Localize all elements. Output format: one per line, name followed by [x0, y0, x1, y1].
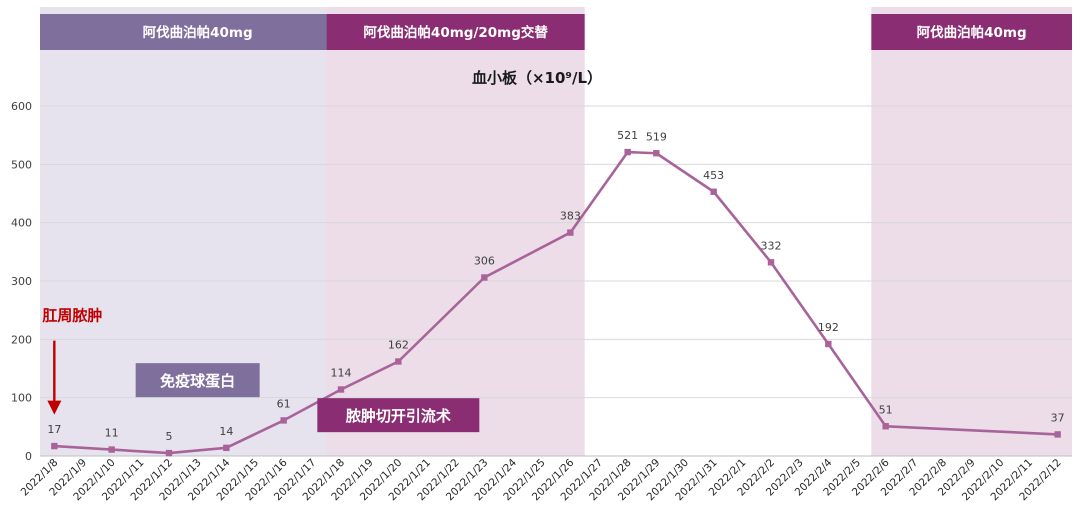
treatment-band-backgrounds [40, 7, 1072, 456]
data-point [710, 188, 717, 195]
annotation-box-3 [317, 398, 480, 433]
data-label: 17 [47, 423, 61, 436]
data-point [624, 148, 631, 156]
y-tick-label: 500 [11, 158, 32, 171]
y-gridlines [40, 105, 1072, 399]
platelet-series [51, 148, 1061, 457]
y-tick-label: 100 [11, 392, 32, 405]
x-axis-ticks: 2022/1/82022/1/92022/1/102022/1/112022/1… [19, 456, 1064, 503]
data-label: 162 [388, 339, 409, 352]
data-point [337, 386, 345, 393]
data-label: 383 [560, 210, 581, 223]
data-point [280, 417, 287, 424]
treatment-band-header-1 [40, 14, 356, 50]
treatment-band-label-2: 阿伐曲泊帕40mg/20mg交替 [363, 24, 548, 41]
treatment-band-header-2 [326, 14, 585, 50]
data-label: 114 [331, 367, 352, 380]
annotation-box-2 [135, 363, 260, 398]
treatment-band-headers: 阿伐曲泊帕40mg 阿伐曲泊帕40mg/20mg交替 阿伐曲泊帕40mg [40, 14, 1072, 50]
data-point [825, 340, 832, 348]
data-label: 332 [761, 239, 782, 252]
data-point [223, 444, 230, 452]
data-label: 453 [703, 169, 724, 182]
data-label: 51 [879, 403, 893, 416]
data-point [165, 449, 173, 457]
y-tick-label: 400 [11, 217, 32, 230]
data-labels: 17 11 5 14 61 114 162 306 383 521 519 453 332 192 51 37 [47, 129, 1064, 443]
data-label: 306 [474, 255, 495, 268]
annotation-label-2: 免疫球蛋白 [160, 372, 235, 390]
data-point [567, 229, 574, 236]
treatment-band-3 [871, 7, 1072, 456]
data-label: 61 [277, 397, 291, 410]
data-label: 192 [818, 321, 839, 334]
treatment-band-2 [326, 7, 585, 456]
data-point [653, 150, 660, 157]
series-line [54, 150, 1058, 455]
annotation-label-1: 肛周脓肿 [42, 307, 102, 325]
data-point [51, 442, 58, 450]
data-point [1054, 431, 1061, 438]
data-label: 11 [105, 427, 119, 440]
treatment-band-header-3 [871, 14, 1072, 50]
y-tick-label: 200 [11, 333, 32, 346]
y-tick-label: 600 [11, 100, 32, 113]
data-label: 519 [646, 130, 667, 143]
data-point [767, 259, 775, 266]
y-axis-ticks: 0 100 200 300 400 500 600 [11, 100, 32, 463]
chart-title: 血小板（×10⁹/L） [472, 69, 602, 87]
data-label: 5 [166, 430, 173, 443]
treatment-band-label-1: 阿伐曲泊帕40mg [143, 24, 253, 41]
data-point [108, 446, 115, 453]
data-label: 14 [219, 425, 233, 438]
data-point [395, 358, 402, 365]
y-tick-label: 0 [25, 450, 32, 463]
annotation-label-3: 脓肿切开引流术 [345, 407, 451, 425]
treatment-band-label-3: 阿伐曲泊帕40mg [917, 24, 1027, 41]
data-label: 37 [1051, 411, 1065, 424]
data-point [481, 274, 488, 281]
data-point [882, 423, 889, 430]
annotation-arrow-head [47, 400, 62, 415]
y-tick-label: 300 [11, 275, 32, 288]
data-label: 521 [617, 129, 638, 142]
